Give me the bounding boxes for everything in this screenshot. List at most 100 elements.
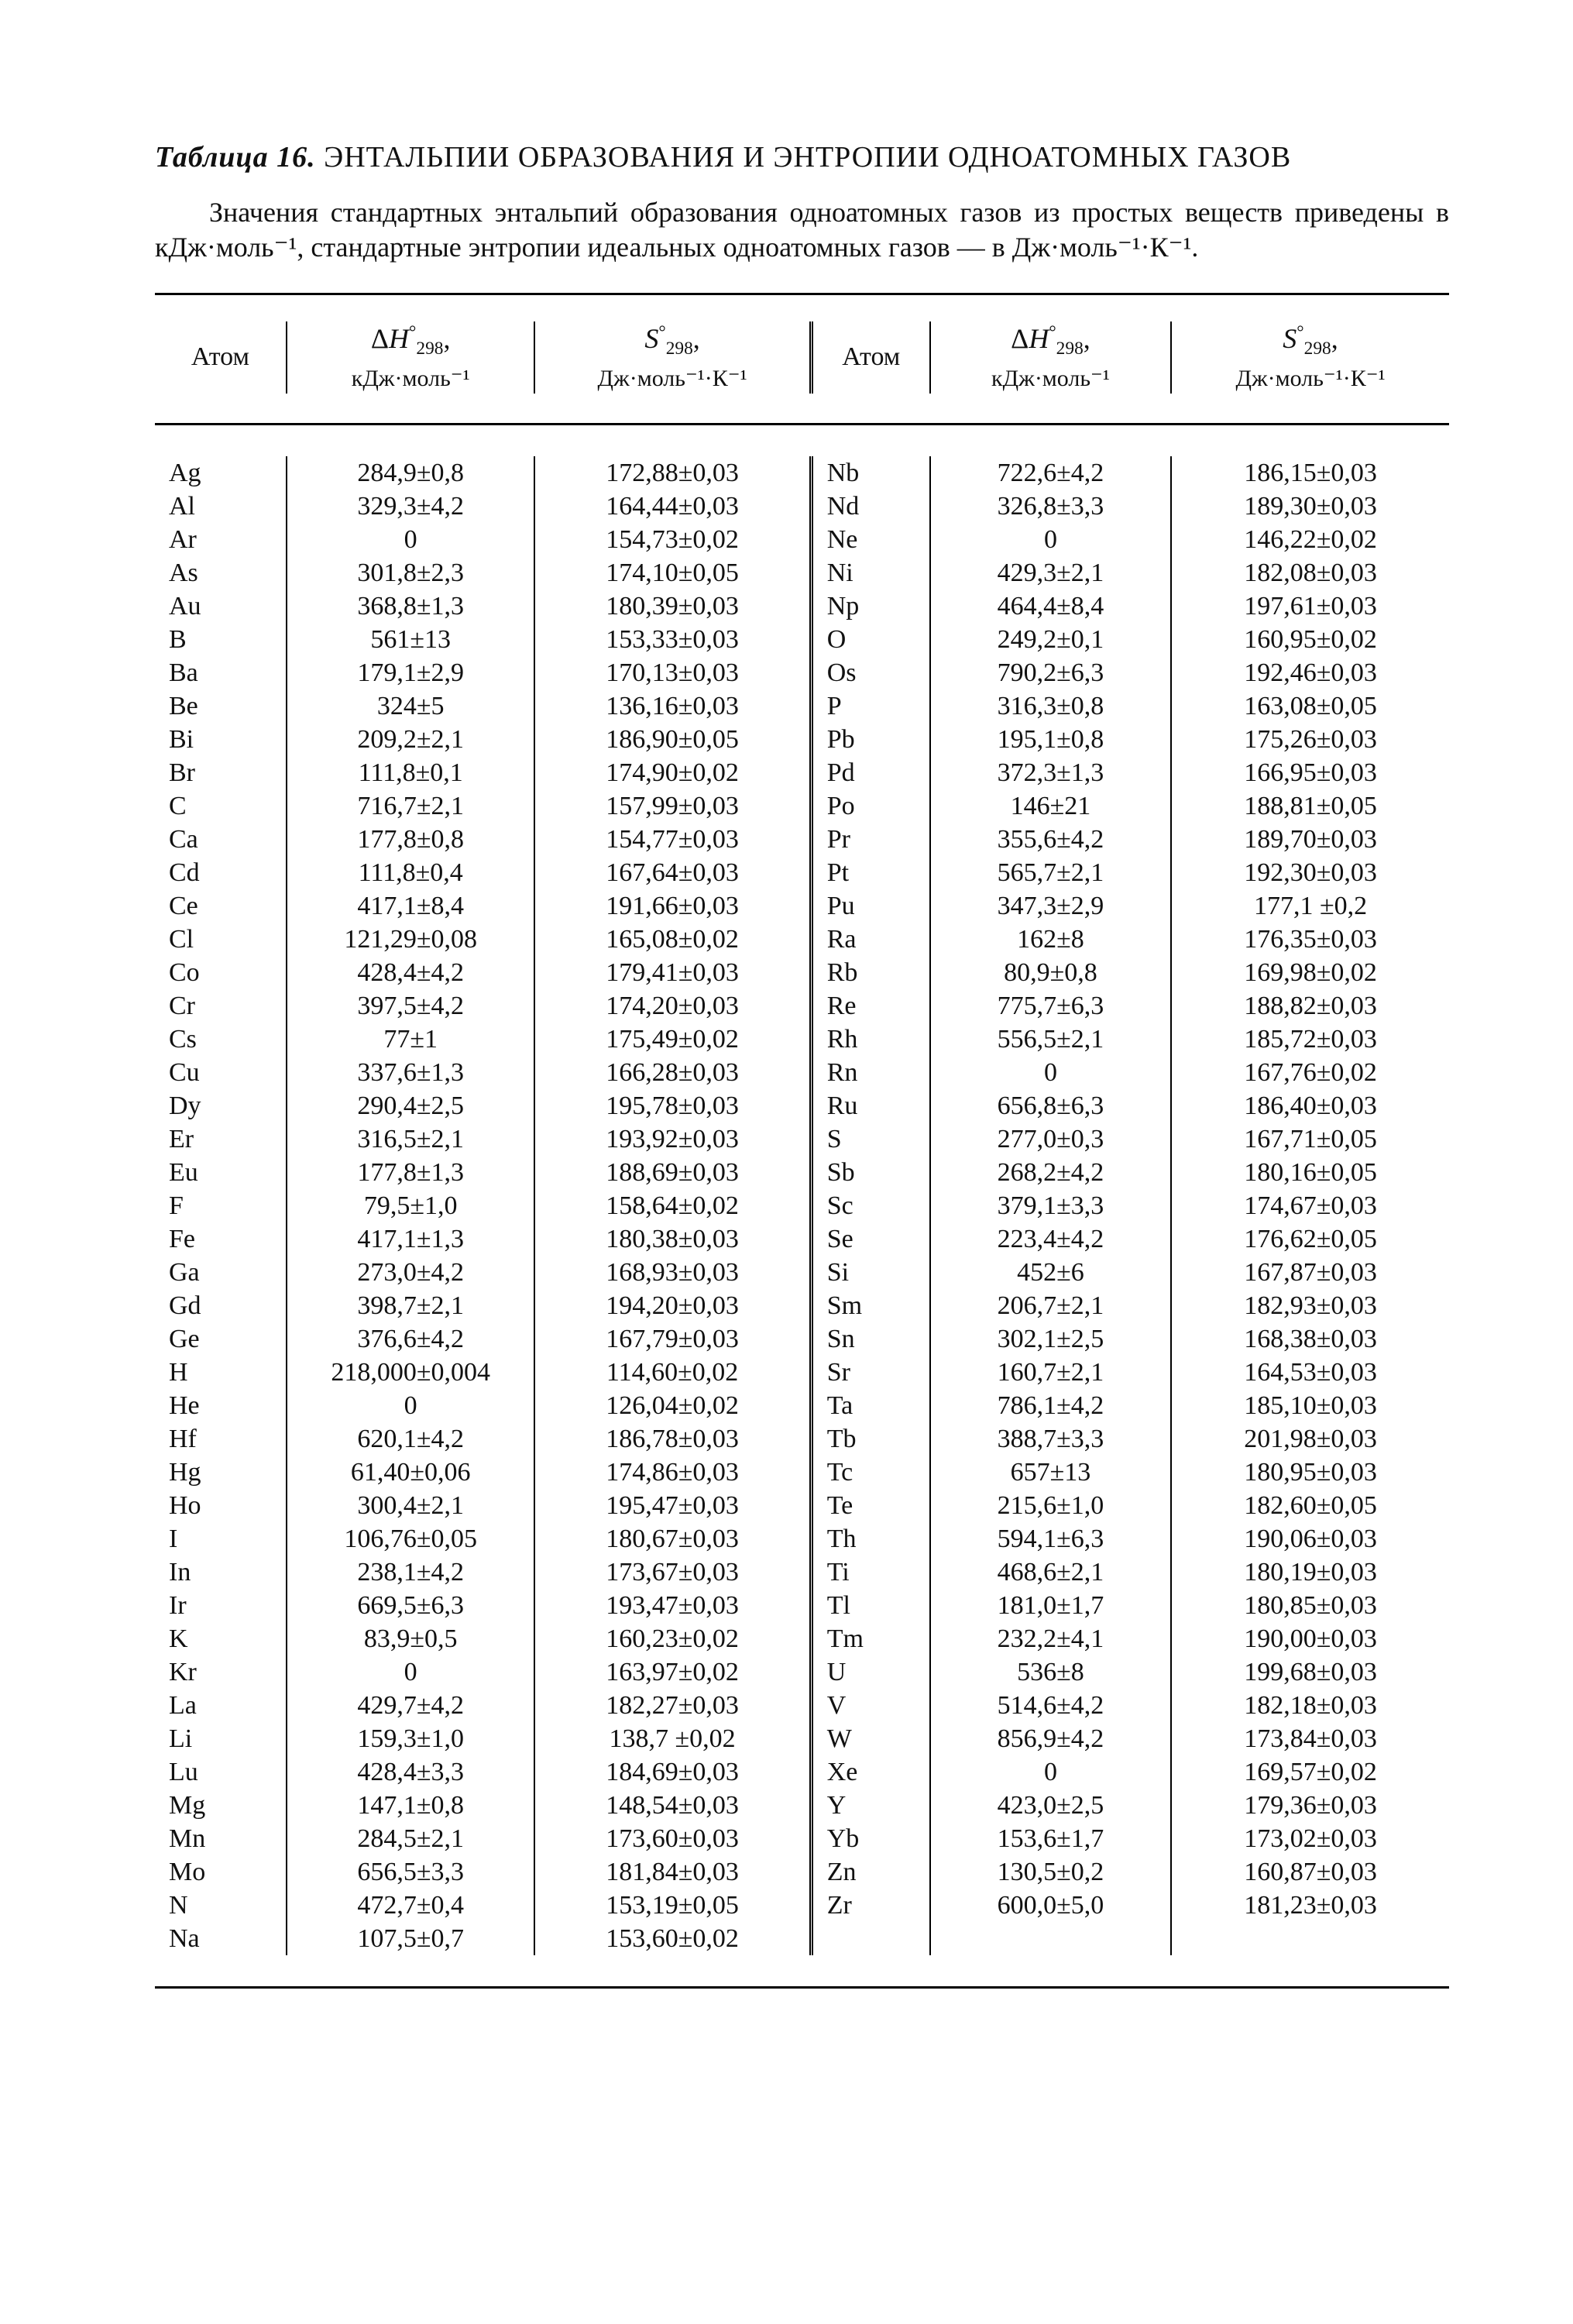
table-cell: 181,0±1,7 xyxy=(945,1589,1156,1622)
table-body: AgAlArAsAuBBaBeBiBrCCaCdCeClCoCrCsCuDyEr… xyxy=(155,425,1449,1986)
table-cell: 180,38±0,03 xyxy=(549,1222,795,1256)
table-cell: 174,67±0,03 xyxy=(1186,1189,1435,1222)
table-cell: 80,9±0,8 xyxy=(945,956,1156,989)
table-cell: Dy xyxy=(169,1089,272,1122)
data-table: Атом ΔH°298, кДж·моль⁻¹ S°298, Дж·моль⁻¹… xyxy=(155,293,1449,1989)
table-cell: 111,8±0,1 xyxy=(301,756,520,789)
table-cell: 188,81±0,05 xyxy=(1186,789,1435,823)
table-cell: 190,06±0,03 xyxy=(1186,1522,1435,1556)
table-cell: 176,35±0,03 xyxy=(1186,923,1435,956)
table-cell: H xyxy=(169,1356,272,1389)
table-cell: 166,95±0,03 xyxy=(1186,756,1435,789)
table-cell: Ta xyxy=(827,1389,915,1422)
table-cell: Pd xyxy=(827,756,915,789)
table-cell: 0 xyxy=(945,523,1156,556)
table-cell: 147,1±0,8 xyxy=(301,1789,520,1822)
table-cell: P xyxy=(827,689,915,723)
table-cell: Cu xyxy=(169,1056,272,1089)
table-cell: 167,64±0,03 xyxy=(549,856,795,889)
table-cell: 126,04±0,02 xyxy=(549,1389,795,1422)
table-cell: 192,46±0,03 xyxy=(1186,656,1435,689)
table-cell: V xyxy=(827,1689,915,1722)
table-cell: 174,86±0,03 xyxy=(549,1456,795,1489)
table-cell: 188,82±0,03 xyxy=(1186,989,1435,1023)
table-cell: 153,33±0,03 xyxy=(549,623,795,656)
table-cell: Cs xyxy=(169,1023,272,1056)
table-cell: 180,95±0,03 xyxy=(1186,1456,1435,1489)
col-header-atom-right: Атом xyxy=(813,321,931,394)
table-cell: 79,5±1,0 xyxy=(301,1189,520,1222)
table-cell: Sc xyxy=(827,1189,915,1222)
table-cell: Sn xyxy=(827,1322,915,1356)
table-cell: Li xyxy=(169,1722,272,1755)
table-cell: 209,2±2,1 xyxy=(301,723,520,756)
table-cell: 170,13±0,03 xyxy=(549,656,795,689)
table-cell: 173,60±0,03 xyxy=(549,1822,795,1855)
table-cell: 206,7±2,1 xyxy=(945,1289,1156,1322)
table-cell: 379,1±3,3 xyxy=(945,1189,1156,1222)
table-cell: 111,8±0,4 xyxy=(301,856,520,889)
table-cell: Ti xyxy=(827,1556,915,1589)
table-cell: Ne xyxy=(827,523,915,556)
table-cell: Ho xyxy=(169,1489,272,1522)
table-cell: 165,08±0,02 xyxy=(549,923,795,956)
table-cell: 182,18±0,03 xyxy=(1186,1689,1435,1722)
table-cell: N xyxy=(169,1889,272,1922)
table-cell: 61,40±0,06 xyxy=(301,1456,520,1489)
table-cell: O xyxy=(827,623,915,656)
table-cell: 173,02±0,03 xyxy=(1186,1822,1435,1855)
table-cell: 428,4±4,2 xyxy=(301,956,520,989)
table-cell: 160,23±0,02 xyxy=(549,1622,795,1655)
table-cell: 173,84±0,03 xyxy=(1186,1722,1435,1755)
table-cell: 468,6±2,1 xyxy=(945,1556,1156,1589)
table-cell: 329,3±4,2 xyxy=(301,490,520,523)
col-header-s-right: S°298, Дж·моль⁻¹·К⁻¹ xyxy=(1172,321,1449,394)
col-header-dh-right: ΔH°298, кДж·моль⁻¹ xyxy=(931,321,1172,394)
table-cell: 620,1±4,2 xyxy=(301,1422,520,1456)
table-cell: 182,93±0,03 xyxy=(1186,1289,1435,1322)
table-cell: Po xyxy=(827,789,915,823)
col-header-dh-left: ΔH°298, кДж·моль⁻¹ xyxy=(287,321,536,394)
table-cell: 0 xyxy=(945,1755,1156,1789)
table-cell: 154,73±0,02 xyxy=(549,523,795,556)
table-cell: Ag xyxy=(169,456,272,490)
table-cell: Ca xyxy=(169,823,272,856)
table-cell: 160,7±2,1 xyxy=(945,1356,1156,1389)
table-cell: 536±8 xyxy=(945,1655,1156,1689)
table-cell: 669,5±6,3 xyxy=(301,1589,520,1622)
table-cell: Eu xyxy=(169,1156,272,1189)
intro-paragraph: Значения стандартных энтальпий образован… xyxy=(155,195,1449,265)
table-cell: Rh xyxy=(827,1023,915,1056)
table-cell: 163,08±0,05 xyxy=(1186,689,1435,723)
col-header-atom-left: Атом xyxy=(155,321,287,394)
table-cell: 722,6±4,2 xyxy=(945,456,1156,490)
table-cell: Al xyxy=(169,490,272,523)
table-cell: Cr xyxy=(169,989,272,1023)
table-cell: 186,15±0,03 xyxy=(1186,456,1435,490)
table-cell: Fe xyxy=(169,1222,272,1256)
table-cell: 169,98±0,02 xyxy=(1186,956,1435,989)
table-cell: 169,57±0,02 xyxy=(1186,1755,1435,1789)
table-number-label: Таблица 16. xyxy=(155,141,316,174)
col-dh-right: 722,6±4,2326,8±3,30429,3±2,1464,4±8,4249… xyxy=(931,456,1172,1955)
table-cell: 146±21 xyxy=(945,789,1156,823)
table-cell: 238,1±4,2 xyxy=(301,1556,520,1589)
table-cell: 223,4±4,2 xyxy=(945,1222,1156,1256)
table-cell: W xyxy=(827,1722,915,1755)
table-cell: Co xyxy=(169,956,272,989)
table-cell: Si xyxy=(827,1256,915,1289)
table-cell: 561±13 xyxy=(301,623,520,656)
table-cell: Ar xyxy=(169,523,272,556)
table-cell: Tl xyxy=(827,1589,915,1622)
table-cell: 167,76±0,02 xyxy=(1186,1056,1435,1089)
table-cell: 177,8±0,8 xyxy=(301,823,520,856)
table-cell: 153,60±0,02 xyxy=(549,1922,795,1955)
table-cell: Cl xyxy=(169,923,272,956)
table-cell: Sr xyxy=(827,1356,915,1389)
table-cell: Th xyxy=(827,1522,915,1556)
table-cell: 182,27±0,03 xyxy=(549,1689,795,1722)
table-cell: 176,62±0,05 xyxy=(1186,1222,1435,1256)
table-cell: 268,2±4,2 xyxy=(945,1156,1156,1189)
table-cell: 355,6±4,2 xyxy=(945,823,1156,856)
table-cell: Te xyxy=(827,1489,915,1522)
